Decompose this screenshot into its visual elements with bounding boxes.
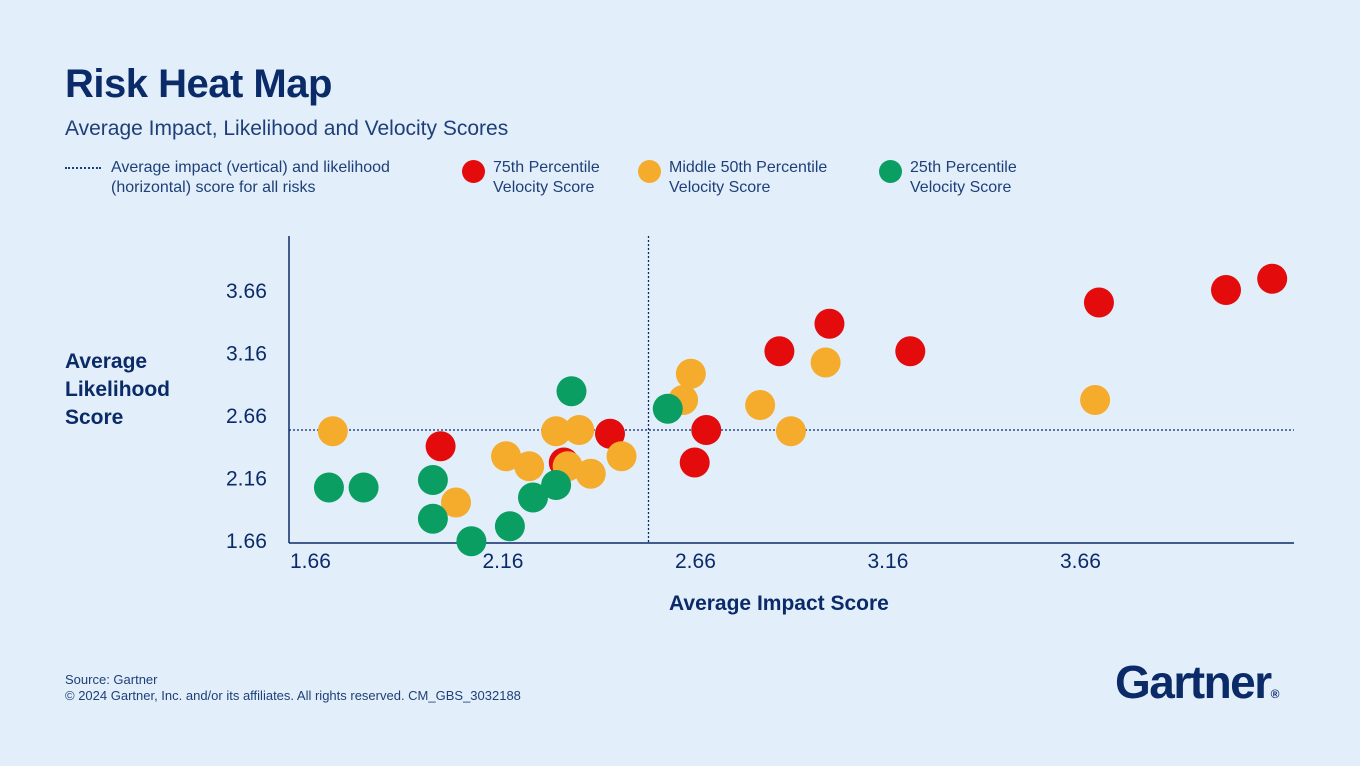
footer: Source: Gartner © 2024 Gartner, Inc. and… [65, 672, 521, 704]
data-point-p75 [1083, 287, 1114, 318]
data-point-p50 [775, 416, 806, 447]
data-point-p50 [564, 415, 595, 445]
data-point-p25 [494, 511, 525, 542]
legend-item-50th: Middle 50th Percentile Velocity Score [638, 158, 827, 198]
y-tick-label: 3.66 [226, 280, 267, 303]
data-point-p50 [317, 416, 348, 447]
data-point-p25 [348, 472, 379, 503]
x-tick-label: 3.66 [1060, 550, 1101, 573]
data-point-p50 [541, 416, 572, 447]
legend-item-average-lines: Average impact (vertical) and likelihood… [65, 158, 390, 198]
page-title: Risk Heat Map [65, 62, 332, 106]
chart-legend: Average impact (vertical) and likelihood… [0, 158, 1360, 208]
legend-label-50th: Middle 50th Percentile Velocity Score [669, 159, 828, 196]
logo-text: Gartner [1115, 656, 1272, 708]
data-point-p75 [1211, 275, 1241, 305]
source-note: Source: Gartner [65, 672, 158, 687]
y-tick-label: 2.66 [226, 405, 267, 428]
data-point-p25 [541, 470, 572, 500]
data-point-p50 [606, 441, 637, 472]
x-tick-label: 2.66 [675, 550, 716, 573]
legend-item-75th: 75th Percentile Velocity Score [462, 158, 600, 198]
data-point-p25 [556, 376, 587, 407]
legend-label-25th: 25th Percentile Velocity Score [910, 159, 1017, 196]
data-point-p75 [814, 308, 845, 339]
legend-label-average-lines: Average impact (vertical) and likelihood… [111, 159, 390, 196]
data-point-p50 [575, 458, 606, 489]
data-point-p50 [441, 487, 471, 518]
data-point-p50 [810, 347, 841, 378]
data-point-p25 [518, 482, 548, 513]
data-point-p50 [491, 441, 522, 472]
dotted-line-swatch [65, 167, 101, 169]
data-point-p25 [417, 503, 448, 534]
data-point-p75 [895, 336, 926, 367]
x-axis-label: Average Impact Score [669, 592, 889, 615]
data-point-p50 [675, 358, 706, 389]
gartner-logo: Gartner® [1115, 655, 1280, 709]
data-point-p75 [595, 418, 625, 449]
data-point-p75 [764, 336, 795, 367]
data-point-p50 [514, 451, 545, 482]
registered-mark: ® [1270, 687, 1280, 701]
data-point-p75 [679, 447, 710, 478]
orange-dot-swatch [638, 160, 661, 183]
data-point-p25 [417, 465, 448, 495]
data-point-p25 [456, 526, 487, 557]
green-dot-swatch [879, 160, 902, 183]
y-tick-label: 2.16 [226, 468, 267, 491]
y-axis-label: Average Likelihood Score [65, 350, 170, 429]
x-tick-label: 2.16 [483, 550, 524, 573]
x-tick-label: 1.66 [290, 550, 331, 573]
data-point-p25 [652, 393, 683, 424]
copyright-note: © 2024 Gartner, Inc. and/or its affiliat… [65, 688, 521, 703]
data-point-p75 [1257, 263, 1288, 294]
red-dot-swatch [462, 160, 485, 183]
legend-label-75th: 75th Percentile Velocity Score [493, 159, 600, 196]
data-point-p25 [313, 472, 344, 503]
y-tick-label: 3.16 [226, 343, 267, 366]
legend-item-25th: 25th Percentile Velocity Score [879, 158, 1017, 198]
y-tick-label: 1.66 [226, 530, 267, 553]
data-point-p75 [425, 431, 456, 462]
page-subtitle: Average Impact, Likelihood and Velocity … [65, 117, 509, 140]
data-point-p75 [691, 415, 722, 445]
data-point-p50 [1080, 385, 1111, 415]
x-tick-label: 3.16 [868, 550, 909, 573]
data-point-p50 [745, 390, 776, 420]
